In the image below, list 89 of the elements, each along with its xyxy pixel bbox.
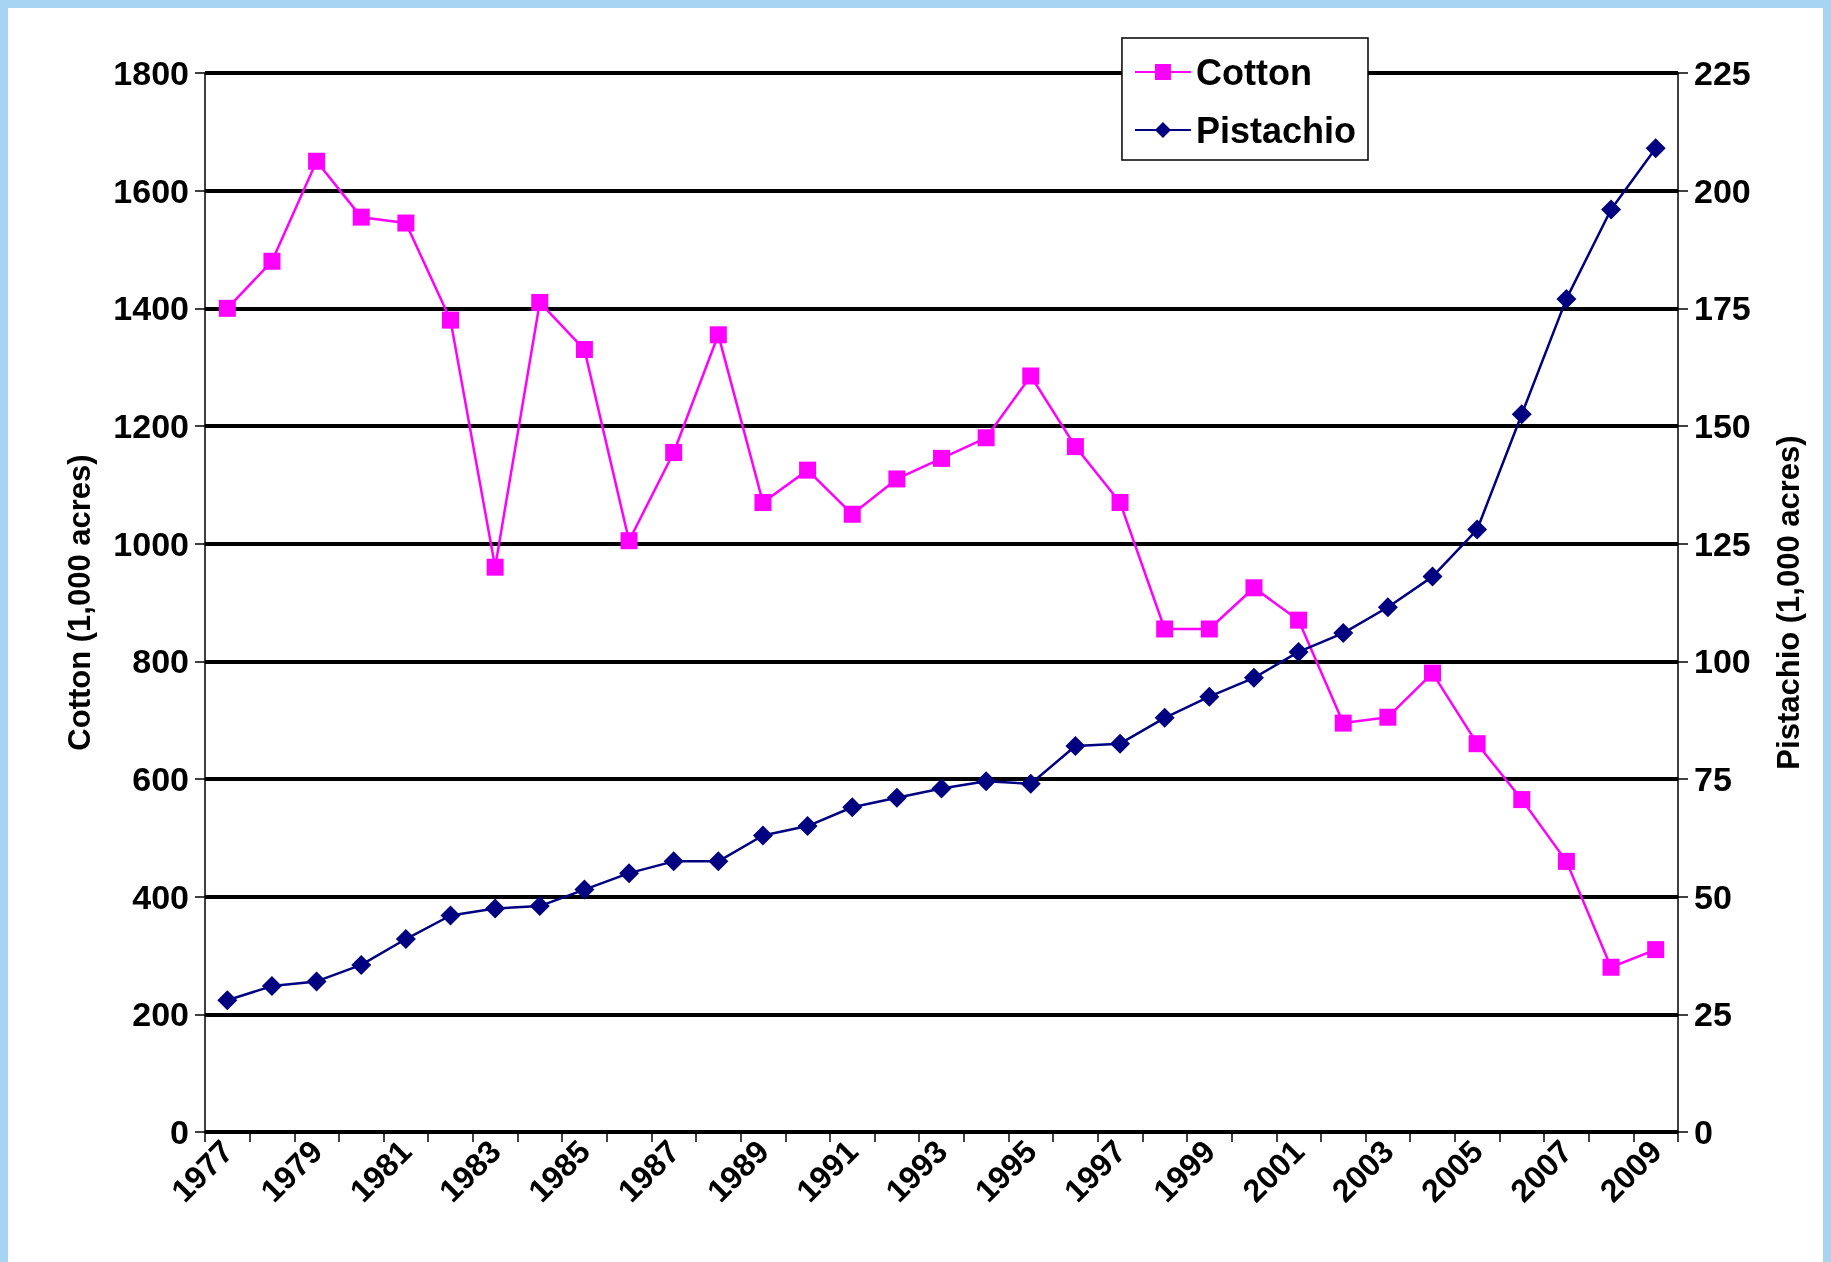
- point: [1199, 686, 1220, 707]
- point: [1333, 623, 1354, 644]
- point: [1556, 288, 1577, 309]
- point: [485, 898, 506, 919]
- point: [663, 851, 684, 872]
- legend-label: Pistachio: [1195, 109, 1357, 151]
- point: [1020, 773, 1041, 794]
- y2-tick-label: 150: [1694, 407, 1751, 445]
- point: [709, 326, 727, 344]
- point: [308, 152, 326, 170]
- y-tick-label: 400: [132, 877, 189, 916]
- y-tick-label: 1200: [113, 407, 189, 445]
- legend-label: Cotton: [1195, 51, 1312, 93]
- y2-tick-label: 100: [1694, 642, 1751, 681]
- y2-tick-label: 200: [1694, 171, 1751, 210]
- point: [1111, 493, 1129, 511]
- y2-tick-label: 175: [1694, 289, 1751, 328]
- y-axis-title: Cotton (1,000 acres): [62, 454, 97, 751]
- point: [754, 493, 772, 511]
- point: [531, 293, 549, 311]
- point: [620, 532, 638, 550]
- point: [218, 299, 236, 317]
- point: [395, 929, 416, 950]
- y-tick-label: 200: [132, 995, 189, 1034]
- point: [977, 429, 995, 447]
- point: [306, 971, 327, 992]
- y-tick-label: 1000: [113, 524, 189, 563]
- point: [933, 449, 950, 467]
- point: [1602, 958, 1620, 976]
- y2-tick-label: 225: [1694, 54, 1751, 92]
- point: [440, 905, 461, 926]
- point: [352, 208, 370, 226]
- point: [886, 787, 907, 808]
- point: [486, 558, 504, 576]
- point: [217, 990, 238, 1011]
- point: [799, 461, 817, 479]
- point: [1288, 641, 1309, 662]
- point: [1334, 714, 1352, 732]
- point: [1200, 620, 1218, 638]
- point: [351, 954, 372, 975]
- y-tick-label: 1400: [113, 289, 189, 328]
- point: [574, 879, 595, 900]
- point: [575, 341, 593, 359]
- y-tick-label: 600: [132, 760, 189, 798]
- point: [529, 896, 550, 917]
- y-tick-label: 1800: [113, 54, 189, 92]
- point: [1424, 664, 1441, 682]
- point: [1645, 138, 1666, 159]
- point: [397, 214, 415, 232]
- point: [619, 863, 640, 884]
- y2-tick-label: 125: [1694, 524, 1751, 563]
- point: [1065, 736, 1086, 757]
- point: [665, 443, 683, 461]
- point: [442, 311, 459, 329]
- point: [843, 505, 861, 523]
- point: [1647, 941, 1665, 959]
- point: [261, 976, 282, 997]
- point: [1601, 199, 1622, 220]
- y2-tick-label: 75: [1694, 760, 1732, 798]
- point: [1243, 667, 1264, 688]
- point: [931, 778, 952, 799]
- y2-tick-label: 50: [1694, 877, 1732, 916]
- point: [1290, 611, 1308, 629]
- point: [263, 252, 281, 270]
- point: [888, 470, 906, 488]
- point: [1245, 579, 1263, 597]
- point: [976, 771, 997, 792]
- point: [1110, 733, 1131, 754]
- point: [1468, 735, 1486, 753]
- y2-tick-label: 25: [1694, 995, 1732, 1034]
- point: [1156, 620, 1174, 638]
- point: [1422, 566, 1443, 587]
- point: [1066, 438, 1084, 456]
- point: [842, 797, 863, 818]
- point: [1467, 519, 1488, 540]
- point: [1154, 707, 1175, 728]
- point: [1513, 791, 1531, 809]
- point: [797, 816, 818, 837]
- point: [1022, 367, 1040, 385]
- y-tick-label: 1600: [113, 171, 189, 210]
- y2-axis-title: Pistachio (1,000 acres): [1771, 435, 1806, 770]
- point: [752, 825, 773, 846]
- point: [708, 851, 729, 872]
- y2-tick-label: 0: [1694, 1113, 1713, 1151]
- point: [1379, 708, 1397, 726]
- y-tick-label: 800: [132, 642, 189, 681]
- point: [1511, 404, 1532, 425]
- point: [1557, 852, 1575, 870]
- point: [1377, 597, 1398, 618]
